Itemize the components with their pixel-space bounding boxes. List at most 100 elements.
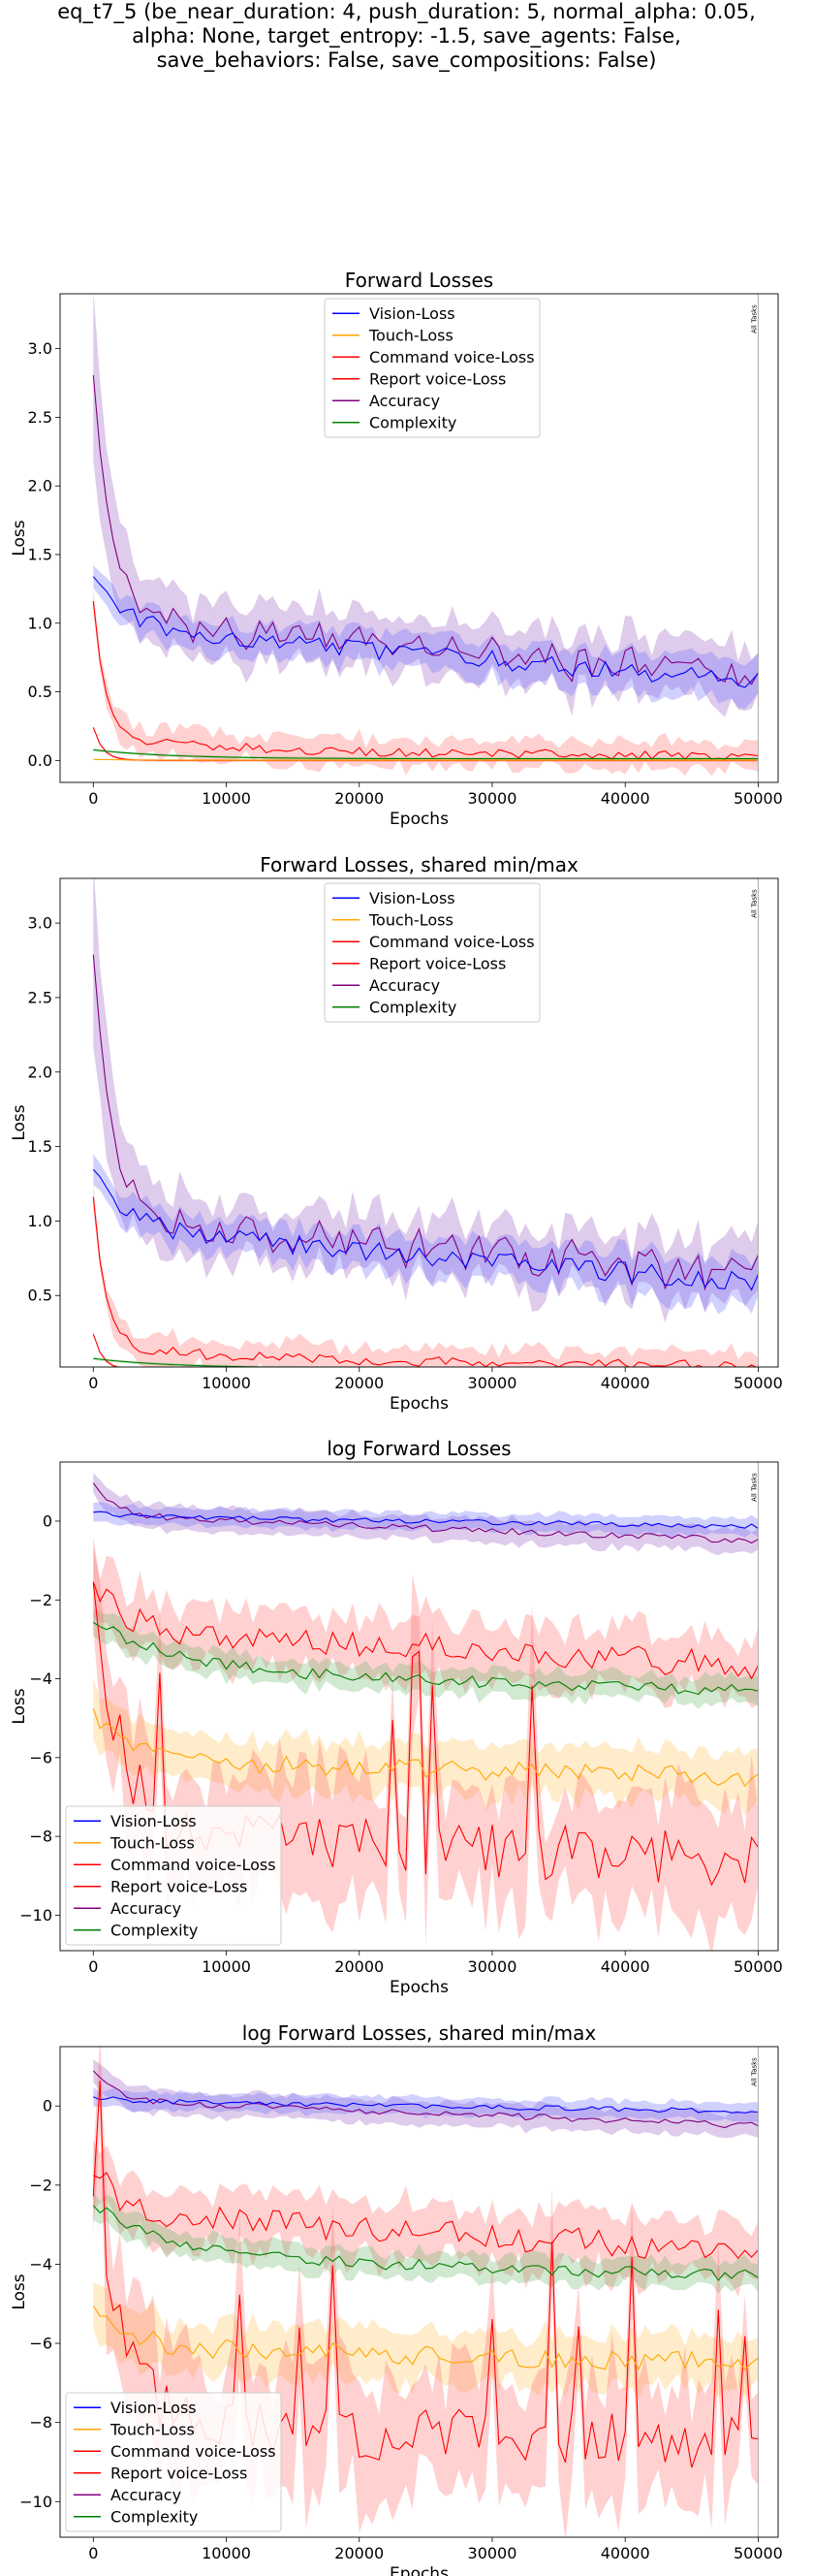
- marker-annotation: All Tasks: [750, 889, 758, 918]
- x-tick-label: 10000: [202, 1374, 251, 1392]
- y-axis-label: Loss: [10, 1104, 29, 1140]
- x-tick-label: 0: [88, 2544, 98, 2562]
- y-tick-label: −2: [29, 1591, 52, 1609]
- x-tick-label: 10000: [202, 1957, 251, 1976]
- legend-label-command: Command voice-Loss: [110, 1856, 276, 1874]
- accuracy-line: [92, 954, 759, 1291]
- chart-panel-1: All Tasks 0 10000 20000 30000 40000 50000 0.0 0.…: [10, 269, 783, 829]
- x-tick-label: 50000: [734, 2544, 783, 2562]
- y-axis-label: Loss: [10, 2274, 29, 2309]
- x-axis-label: Epochs: [390, 1978, 449, 1997]
- y-tick-label: −6: [29, 1748, 52, 1766]
- x-tick-label: 20000: [334, 1957, 384, 1976]
- x-tick-label: 10000: [202, 2544, 251, 2562]
- legend-label-vision: Vision-Loss: [110, 1812, 197, 1830]
- y-tick-label: 2.0: [28, 477, 52, 495]
- x-tick-label: 40000: [601, 2544, 650, 2562]
- vision-line: [92, 1168, 759, 1291]
- legend-label-accuracy: Accuracy: [369, 392, 440, 410]
- chart-panel-4: All Tasks 0 10000 20000 30000 40000 50000 0 −2 −4…: [10, 2021, 783, 2576]
- x-tick-label: 50000: [734, 1374, 783, 1392]
- suptitle-line-1: eq_t7_5 (be_near_duration: 4, push_durat…: [57, 0, 756, 23]
- accuracy-line: [92, 374, 759, 687]
- legend-label-report: Report voice-Loss: [110, 2464, 247, 2482]
- complexity-line: [92, 2205, 759, 2281]
- vision-band: [93, 2086, 759, 2122]
- command-band: [93, 588, 759, 777]
- axes-frame: [59, 877, 779, 1368]
- y-axis-label: Loss: [10, 520, 29, 556]
- legend-box: [324, 298, 541, 438]
- chart-title: log Forward Losses: [327, 1437, 511, 1460]
- accuracy-band: [93, 294, 759, 717]
- x-tick-label: 30000: [468, 1374, 517, 1392]
- axes-frame: [59, 1461, 779, 1952]
- accuracy-band: [93, 878, 759, 1323]
- legend-label-complexity: Complexity: [110, 1921, 198, 1939]
- legend: Vision-Loss Touch-Loss Command voice-Loss R…: [65, 2392, 282, 2532]
- legend-label-touch: Touch-Loss: [109, 1833, 195, 1852]
- chart-title: Forward Losses, shared min/max: [260, 853, 578, 876]
- x-tick-label: 20000: [334, 1374, 384, 1392]
- complexity-line: [93, 1357, 310, 1367]
- marker-annotation: All Tasks: [750, 1473, 758, 1502]
- y-tick-label: −6: [29, 2335, 52, 2353]
- legend-label-vision: Vision-Loss: [369, 889, 455, 907]
- vision-line: [93, 2096, 759, 2114]
- complexity-band: [93, 1608, 759, 1709]
- command-band: [93, 2140, 759, 2297]
- command-line: [92, 1581, 759, 1680]
- legend: Vision-Loss Touch-Loss Command voice-Loss R…: [324, 298, 541, 438]
- legend-label-touch: Touch-Loss: [368, 326, 453, 344]
- accuracy-band: [93, 1473, 759, 1556]
- suptitle-line-2: alpha: None, target_entropy: -1.5, save_…: [132, 24, 681, 48]
- x-tick-label: 50000: [734, 1957, 783, 1976]
- legend-label-accuracy: Accuracy: [369, 976, 440, 995]
- x-axis-label: Epochs: [390, 810, 449, 829]
- axes-frame: [59, 293, 779, 783]
- y-tick-label: −10: [19, 1906, 52, 1924]
- legend-label-command: Command voice-Loss: [369, 933, 535, 951]
- legend-label-vision: Vision-Loss: [369, 304, 455, 323]
- legend-label-complexity: Complexity: [369, 413, 456, 431]
- legend-label-vision: Vision-Loss: [110, 2399, 197, 2417]
- x-tick-label: 10000: [202, 789, 251, 808]
- y-tick-label: 1.5: [28, 545, 52, 563]
- y-tick-label: 1.0: [28, 1212, 52, 1230]
- y-tick-label: −4: [29, 1670, 52, 1688]
- y-tick-label: 0.5: [28, 1287, 52, 1305]
- x-tick-label: 20000: [334, 789, 384, 808]
- touch-band: [93, 1369, 758, 1371]
- marker-annotation: All Tasks: [750, 304, 758, 334]
- legend-box: [324, 882, 541, 1023]
- y-tick-label: 0: [43, 1511, 52, 1530]
- y-tick-label: 0.5: [28, 683, 52, 701]
- x-tick-label: 40000: [601, 1374, 650, 1392]
- y-tick-label: 3.0: [28, 339, 52, 358]
- legend-label-command: Command voice-Loss: [369, 348, 535, 366]
- legend-label-accuracy: Accuracy: [110, 1899, 181, 1918]
- legend-box: [65, 1805, 282, 1946]
- legend: Vision-Loss Touch-Loss Command voice-Loss R…: [324, 882, 541, 1023]
- y-tick-label: −2: [29, 2176, 52, 2194]
- touch-line: [92, 1708, 759, 1788]
- legend-label-report: Report voice-Loss: [110, 1877, 247, 1895]
- y-tick-label: 0: [43, 2097, 52, 2115]
- complexity-line: [93, 748, 759, 760]
- legend-label-report: Report voice-Loss: [369, 954, 506, 972]
- touch-band: [93, 2282, 759, 2401]
- command-band: [93, 1183, 759, 1367]
- y-tick-label: −8: [29, 1828, 52, 1846]
- complexity-line: [93, 1621, 759, 1696]
- y-tick-label: −8: [29, 2413, 52, 2432]
- accuracy-line: [92, 1482, 759, 1544]
- x-tick-label: 50000: [734, 789, 783, 808]
- axes-frame: [59, 2046, 779, 2538]
- y-tick-label: 0.0: [28, 751, 52, 770]
- x-tick-label: 0: [88, 1957, 98, 1976]
- plot-area: [92, 294, 759, 777]
- touch-line: [93, 758, 759, 761]
- x-tick-label: 30000: [468, 2544, 517, 2562]
- x-axis-label: Epochs: [390, 2564, 449, 2576]
